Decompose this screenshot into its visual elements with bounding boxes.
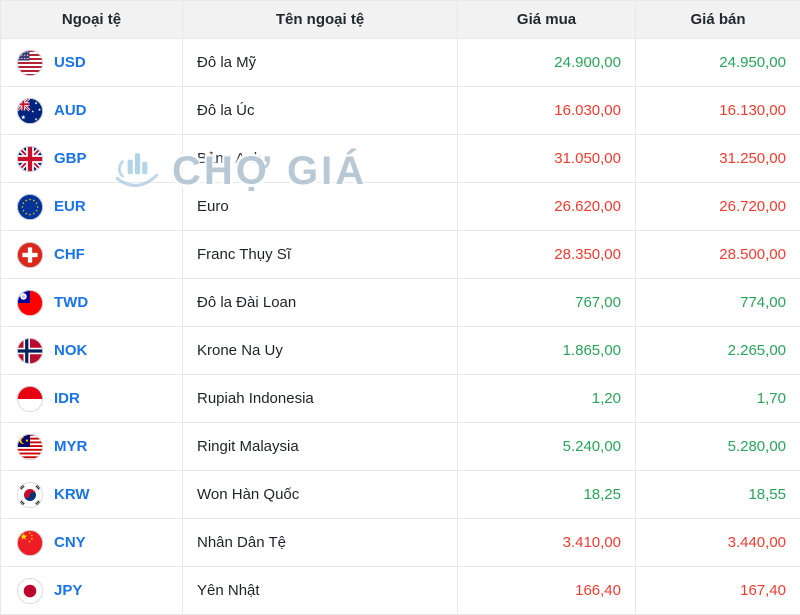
chf-flag-icon (17, 241, 43, 268)
table-row: TWD Đô la Đài Loan 767,00 774,00 (0, 278, 800, 327)
table-row: MYR Ringit Malaysia 5.240,00 5.280,00 (0, 422, 800, 471)
sell-price: 1,70 (635, 374, 800, 423)
nok-flag-icon (17, 337, 43, 364)
currency-code-link[interactable]: MYR (54, 438, 88, 455)
currency-code-link[interactable]: IDR (54, 390, 80, 407)
table-header-row: Ngoại tệ Tên ngoại tệ Giá mua Giá bán (0, 0, 800, 39)
jpy-flag-icon (17, 577, 43, 604)
table-row: CHF Franc Thụy Sĩ 28.350,00 28.500,00 (0, 230, 800, 279)
currency-code-link[interactable]: TWD (54, 294, 89, 311)
table-row: JPY Yên Nhật 166,40 167,40 (0, 566, 800, 615)
currency-name: Ringit Malaysia (182, 422, 458, 471)
currency-cell: CHF (0, 230, 183, 279)
currency-cell: IDR (0, 374, 183, 423)
buy-price: 28.350,00 (457, 230, 636, 279)
currency-cell: NOK (0, 326, 183, 375)
currency-name: Đô la Đài Loan (182, 278, 458, 327)
buy-price: 18,25 (457, 470, 636, 519)
buy-price: 31.050,00 (457, 134, 636, 183)
gbp-flag-icon (17, 145, 43, 172)
currency-name: Bảng Anh (182, 134, 458, 183)
currency-cell: TWD (0, 278, 183, 327)
usd-flag-icon (17, 49, 43, 76)
buy-price: 16.030,00 (457, 86, 636, 135)
buy-price: 1,20 (457, 374, 636, 423)
currency-cell: MYR (0, 422, 183, 471)
currency-cell: GBP (0, 134, 183, 183)
sell-price: 28.500,00 (635, 230, 800, 279)
currency-code-link[interactable]: USD (54, 54, 86, 71)
myr-flag-icon (17, 433, 43, 460)
currency-name: Đô la Úc (182, 86, 458, 135)
currency-cell: EUR (0, 182, 183, 231)
currency-name: Krone Na Uy (182, 326, 458, 375)
buy-price: 166,40 (457, 566, 636, 615)
idr-flag-icon (17, 385, 43, 412)
currency-name: Nhân Dân Tệ (182, 518, 458, 567)
buy-price: 1.865,00 (457, 326, 636, 375)
header-currency: Ngoại tệ (0, 0, 183, 39)
sell-price: 26.720,00 (635, 182, 800, 231)
aud-flag-icon (17, 97, 43, 124)
currency-cell: CNY (0, 518, 183, 567)
currency-cell: KRW (0, 470, 183, 519)
currency-code-link[interactable]: CHF (54, 246, 85, 263)
header-buy-price: Giá mua (457, 0, 636, 39)
table-row: AUD Đô la Úc 16.030,00 16.130,00 (0, 86, 800, 135)
sell-price: 774,00 (635, 278, 800, 327)
table-row: IDR Rupiah Indonesia 1,20 1,70 (0, 374, 800, 423)
currency-code-link[interactable]: GBP (54, 150, 87, 167)
currency-cell: JPY (0, 566, 183, 615)
twd-flag-icon (17, 289, 43, 316)
table-row: EUR Euro 26.620,00 26.720,00 (0, 182, 800, 231)
krw-flag-icon (17, 481, 43, 508)
buy-price: 3.410,00 (457, 518, 636, 567)
sell-price: 5.280,00 (635, 422, 800, 471)
sell-price: 18,55 (635, 470, 800, 519)
table-row: KRW Won Hàn Quốc 18,25 18,55 (0, 470, 800, 519)
currency-name: Đô la Mỹ (182, 38, 458, 87)
currency-name: Franc Thụy Sĩ (182, 230, 458, 279)
currency-code-link[interactable]: CNY (54, 534, 86, 551)
eur-flag-icon (17, 193, 43, 220)
currency-code-link[interactable]: EUR (54, 198, 86, 215)
sell-price: 31.250,00 (635, 134, 800, 183)
cny-flag-icon (17, 529, 43, 556)
table-row: NOK Krone Na Uy 1.865,00 2.265,00 (0, 326, 800, 375)
table-row: GBP Bảng Anh 31.050,00 31.250,00 (0, 134, 800, 183)
currency-name: Yên Nhật (182, 566, 458, 615)
sell-price: 24.950,00 (635, 38, 800, 87)
table-row: CNY Nhân Dân Tệ 3.410,00 3.440,00 (0, 518, 800, 567)
sell-price: 2.265,00 (635, 326, 800, 375)
buy-price: 767,00 (457, 278, 636, 327)
sell-price: 167,40 (635, 566, 800, 615)
buy-price: 5.240,00 (457, 422, 636, 471)
buy-price: 26.620,00 (457, 182, 636, 231)
currency-code-link[interactable]: NOK (54, 342, 88, 359)
sell-price: 3.440,00 (635, 518, 800, 567)
sell-price: 16.130,00 (635, 86, 800, 135)
currency-name: Euro (182, 182, 458, 231)
header-currency-name: Tên ngoại tệ (182, 0, 458, 39)
currency-code-link[interactable]: KRW (54, 486, 90, 503)
currency-cell: USD (0, 38, 183, 87)
currency-name: Rupiah Indonesia (182, 374, 458, 423)
buy-price: 24.900,00 (457, 38, 636, 87)
currency-code-link[interactable]: JPY (54, 582, 83, 599)
header-sell-price: Giá bán (635, 0, 800, 39)
currency-name: Won Hàn Quốc (182, 470, 458, 519)
table-row: USD Đô la Mỹ 24.900,00 24.950,00 (0, 38, 800, 87)
currency-code-link[interactable]: AUD (54, 102, 87, 119)
currency-cell: AUD (0, 86, 183, 135)
